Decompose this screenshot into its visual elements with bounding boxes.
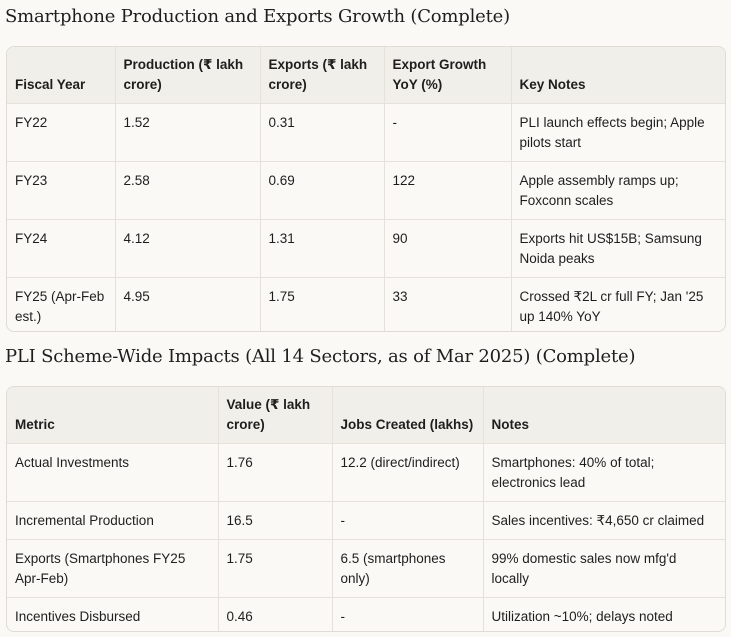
table-cell: 2.58	[114, 161, 260, 220]
column-header: Exports (₹ lakh crore)	[259, 47, 384, 104]
table-cell: 99% domestic sales now mfg'd locally	[482, 539, 725, 598]
table-cell: Crossed ₹2L cr full FY; Jan '25 up 140% …	[510, 277, 725, 331]
table-cell: 4.95	[114, 277, 260, 331]
table-cell: 0.31	[259, 103, 384, 162]
table-cell: Exports hit US$15B; Samsung Noida peaks	[510, 219, 725, 278]
table-cell: 122	[383, 161, 511, 220]
table-cell: Incremental Production	[7, 501, 218, 540]
table-header-row: Metric Value (₹ lakh crore) Jobs Created…	[7, 387, 725, 444]
section-title-pli-impacts: PLI Scheme-Wide Impacts (All 14 Sectors,…	[5, 346, 636, 367]
table-row: FY23 2.58 0.69 122 Apple assembly ramps …	[7, 161, 725, 220]
table-cell: 16.5	[217, 501, 332, 540]
column-header: Key Notes	[510, 47, 725, 104]
column-header: Jobs Created (lakhs)	[331, 387, 483, 444]
table-cell: PLI launch effects begin; Apple pilots s…	[510, 103, 725, 162]
table-row: Incentives Disbursed 0.46 - Utilization …	[7, 597, 725, 631]
section-title-smartphone-production: Smartphone Production and Exports Growth…	[5, 6, 510, 27]
table-cell: 1.76	[217, 443, 332, 502]
table-cell: 1.75	[259, 277, 384, 331]
table-cell: 33	[383, 277, 511, 331]
table-row: Actual Investments 1.76 12.2 (direct/ind…	[7, 443, 725, 502]
table-cell: Actual Investments	[7, 443, 218, 502]
table-header-row: Fiscal Year Production (₹ lakh crore) Ex…	[7, 47, 725, 104]
table-cell: 1.75	[217, 539, 332, 598]
column-header: Production (₹ lakh crore)	[114, 47, 260, 104]
table-cell: 0.46	[217, 597, 332, 631]
table-cell: 90	[383, 219, 511, 278]
table-row: FY24 4.12 1.31 90 Exports hit US$15B; Sa…	[7, 219, 725, 278]
table-cell: Apple assembly ramps up; Foxconn scales	[510, 161, 725, 220]
column-header: Fiscal Year	[7, 47, 115, 104]
table-cell: Smartphones: 40% of total; electronics l…	[482, 443, 725, 502]
table-cell: 1.52	[114, 103, 260, 162]
table-cell: -	[331, 501, 483, 540]
table-row: Incremental Production 16.5 - Sales ince…	[7, 501, 725, 540]
table-cell: Sales incentives: ₹4,650 cr claimed	[482, 501, 725, 540]
smartphone-production-table: Fiscal Year Production (₹ lakh crore) Ex…	[6, 46, 726, 332]
table-cell: -	[383, 103, 511, 162]
column-header: Value (₹ lakh crore)	[217, 387, 332, 444]
column-header: Metric	[7, 387, 218, 444]
column-header: Export Growth YoY (%)	[383, 47, 511, 104]
pli-impacts-table: Metric Value (₹ lakh crore) Jobs Created…	[6, 386, 726, 632]
table-cell: Exports (Smartphones FY25 Apr-Feb)	[7, 539, 218, 598]
table-cell: 1.31	[259, 219, 384, 278]
table-cell: Incentives Disbursed	[7, 597, 218, 631]
table-cell: FY24	[7, 219, 115, 278]
table-row: Exports (Smartphones FY25 Apr-Feb) 1.75 …	[7, 539, 725, 598]
column-header: Notes	[482, 387, 725, 444]
table-cell: 0.69	[259, 161, 384, 220]
table-row: FY22 1.52 0.31 - PLI launch effects begi…	[7, 103, 725, 162]
table-cell: Utilization ~10%; delays noted	[482, 597, 725, 631]
table-cell: FY25 (Apr-Feb est.)	[7, 277, 115, 331]
table-row: FY25 (Apr-Feb est.) 4.95 1.75 33 Crossed…	[7, 277, 725, 331]
table-cell: 4.12	[114, 219, 260, 278]
table-cell: 12.2 (direct/indirect)	[331, 443, 483, 502]
table-cell: FY22	[7, 103, 115, 162]
table-cell: FY23	[7, 161, 115, 220]
table-cell: 6.5 (smartphones only)	[331, 539, 483, 598]
table-cell: -	[331, 597, 483, 631]
